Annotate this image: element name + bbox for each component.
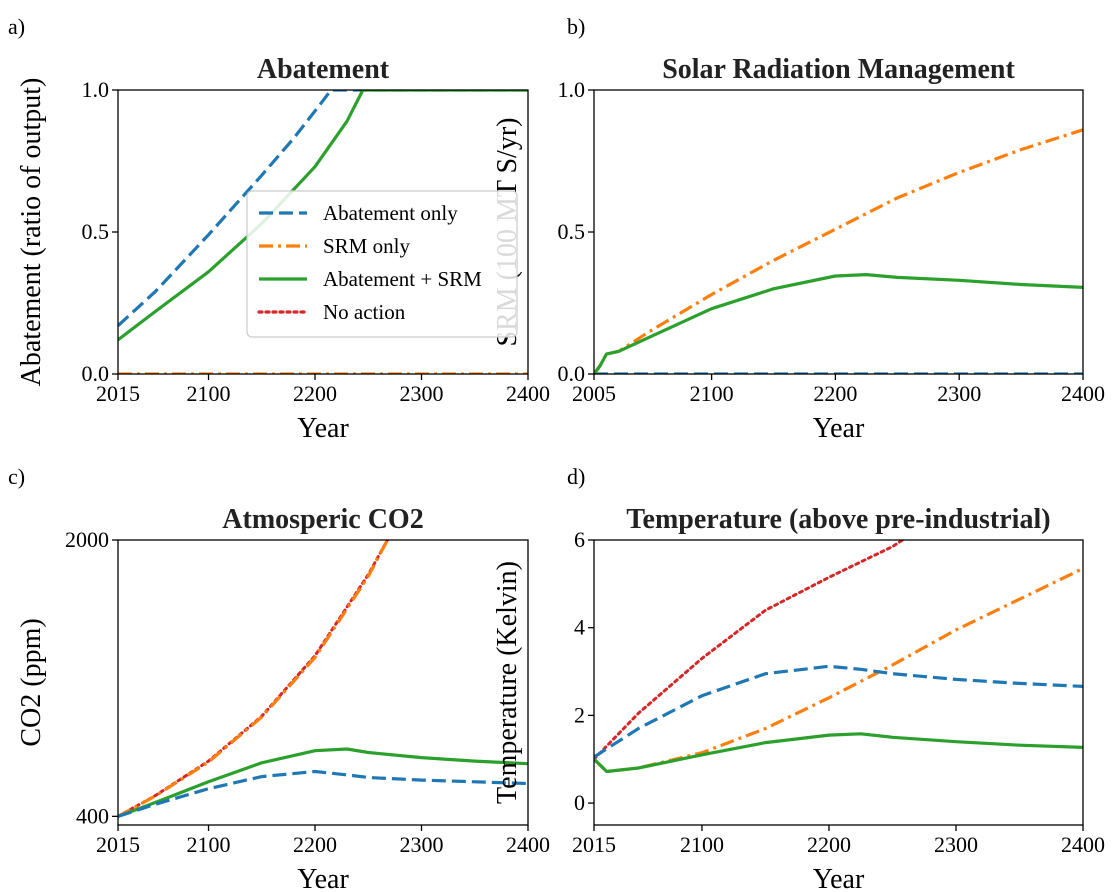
x-tick-label: 2400 <box>506 832 550 857</box>
series-line-abatement-srm <box>594 732 1083 774</box>
legend-entry-label: SRM only <box>323 234 410 258</box>
y-tick-label: 1.0 <box>558 77 586 102</box>
series-line-no-action <box>594 540 905 761</box>
y-tick-label: 1.0 <box>82 77 110 102</box>
panel-letter: b) <box>567 14 585 39</box>
series-line-abatement-only <box>594 664 1083 759</box>
panel-letter: a) <box>8 14 25 39</box>
panel-title: Abatement <box>257 54 390 85</box>
x-axis-label: Year <box>297 864 349 892</box>
y-axis-label: Temperature (Kelvin) <box>492 561 523 804</box>
legend-entry-label: No action <box>323 300 406 324</box>
y-axis-label: CO2 (ppm) <box>16 618 47 746</box>
panel-letter: d) <box>567 464 585 489</box>
axes-frame <box>593 89 1084 375</box>
panel-title: Atmosperic CO2 <box>222 504 423 535</box>
series-group <box>118 540 528 818</box>
x-tick-label: 2300 <box>934 832 978 857</box>
x-tick-label: 2400 <box>1061 381 1105 406</box>
series-group <box>594 540 1083 774</box>
y-tick-label: 0.0 <box>82 361 110 386</box>
x-tick-label: 2200 <box>293 832 337 857</box>
series-line-no-action <box>118 540 389 818</box>
x-tick-label: 2100 <box>187 832 231 857</box>
y-axis-label: Abatement (ratio of output) <box>16 78 47 387</box>
panel-title: Solar Radiation Management <box>662 54 1015 85</box>
y-tick-label: 4 <box>574 615 585 640</box>
panel-letter: c) <box>8 464 25 489</box>
x-tick-label: 2300 <box>400 381 444 406</box>
x-axis-label: Year <box>813 413 865 444</box>
x-tick-label: 2200 <box>293 381 337 406</box>
x-tick-label: 2400 <box>1061 832 1105 857</box>
series-line-abatement-only <box>118 769 528 818</box>
panel-a: a) Abatement 2015 2100 2200 2300 2400 0.0 0.5 1.0… <box>8 14 550 444</box>
y-tick-label: 0.5 <box>82 219 110 244</box>
series-line-abatement-srm <box>594 273 1083 374</box>
panel-d: d) Temperature (above pre-industrial) 2015… <box>492 464 1105 892</box>
y-tick-label: 6 <box>574 527 585 552</box>
x-tick-label: 2005 <box>572 381 616 406</box>
x-tick-label: 2300 <box>937 381 981 406</box>
panel-c: c) Atmosperic CO2 2015 2100 2200 2300 2400 400 2… <box>8 464 550 892</box>
x-tick-label: 2015 <box>96 832 140 857</box>
y-tick-label: 400 <box>76 803 109 828</box>
x-tick-label: 2200 <box>807 832 851 857</box>
x-tick-label: 2100 <box>187 381 231 406</box>
x-tick-label: 2200 <box>813 381 857 406</box>
x-tick-label: 2015 <box>96 381 140 406</box>
legend-entry-label: Abatement + SRM <box>323 267 482 291</box>
x-tick-label: 2015 <box>572 832 616 857</box>
series-group <box>594 128 1083 374</box>
legend: Abatement only SRM only Abatement + SRM No … <box>246 190 518 338</box>
x-tick-label: 2100 <box>690 381 734 406</box>
series-line-abatement-only <box>118 90 528 327</box>
y-tick-label: 2000 <box>65 527 109 552</box>
x-tick-label: 2100 <box>680 832 724 857</box>
x-axis-label: Year <box>813 864 865 892</box>
axes-frame <box>117 539 529 826</box>
series-line-abatement-srm <box>118 747 528 818</box>
y-tick-label: 0.5 <box>558 219 586 244</box>
legend-box <box>246 190 518 338</box>
y-tick-label: 0 <box>574 790 585 815</box>
panel-b: b) Solar Radiation Management 2005 2100 2200… <box>492 14 1105 444</box>
legend-entry-label: Abatement only <box>323 201 458 225</box>
y-tick-label: 2 <box>574 702 585 727</box>
x-tick-label: 2400 <box>506 381 550 406</box>
x-axis-label: Year <box>297 413 349 444</box>
axes-frame <box>593 539 1084 826</box>
panel-title: Temperature (above pre-industrial) <box>626 504 1050 535</box>
series-line-srm-only <box>594 128 1083 374</box>
y-tick-label: 0.0 <box>558 361 586 386</box>
series-line-srm-only <box>118 540 389 818</box>
x-tick-label: 2300 <box>400 832 444 857</box>
series-line-srm-only <box>594 567 1083 774</box>
